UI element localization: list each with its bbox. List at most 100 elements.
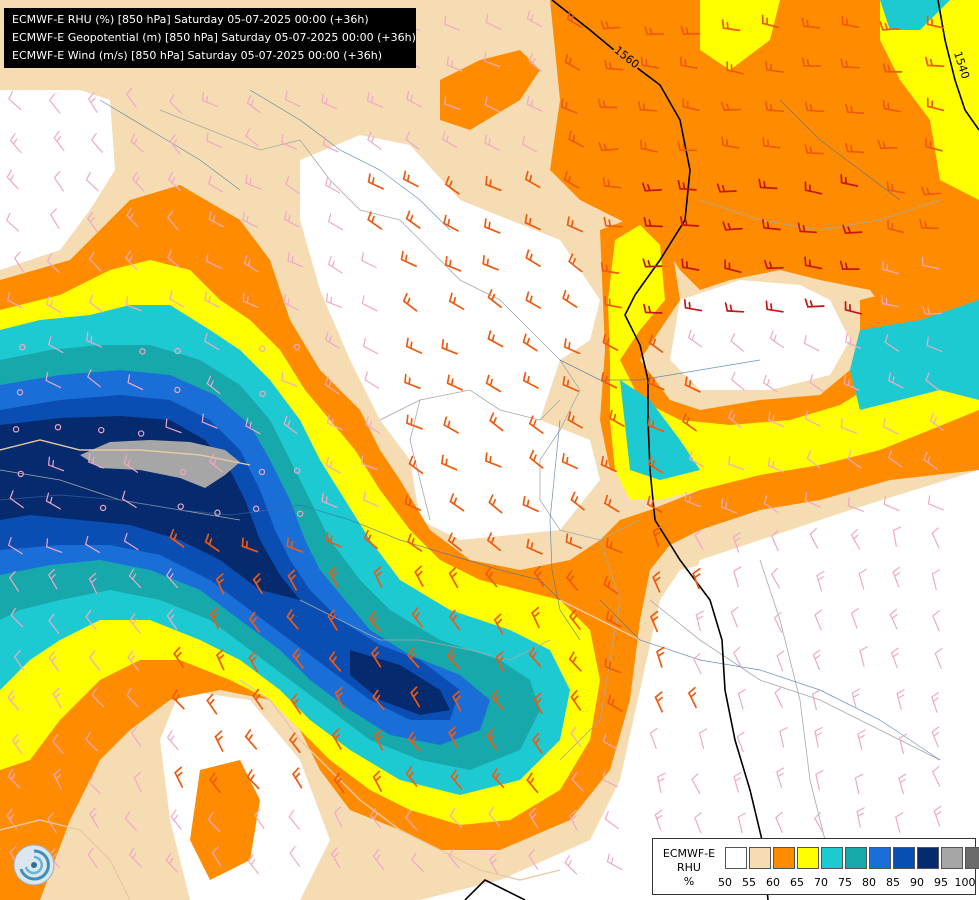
wind-barb: [361, 455, 378, 470]
wind-barb: [680, 25, 701, 35]
coastline: [0, 819, 131, 900]
wind-barb: [733, 646, 742, 668]
wind-barb: [367, 173, 384, 190]
wind-barb: [859, 646, 868, 667]
wind-barb: [362, 337, 379, 355]
legend-swatch: [965, 847, 979, 869]
wind-barb: [737, 688, 746, 710]
wind-barb: [167, 249, 181, 269]
wind-barb: [283, 415, 298, 434]
wind-barb: [84, 535, 100, 553]
wind-barb: [248, 651, 259, 673]
wind-barb: [726, 61, 744, 75]
wind-barb: [449, 808, 463, 828]
wind-barb: [600, 372, 618, 389]
wind-barb: [489, 412, 504, 432]
wind-barb: [10, 607, 24, 628]
wind-barb: [370, 646, 382, 668]
wind-barb: [207, 812, 221, 832]
wind-barb: [485, 374, 502, 393]
wind-barb: [654, 809, 663, 831]
wind-barb: [531, 732, 543, 754]
wind-barb-calm: [258, 345, 266, 353]
country-border: [759, 559, 831, 861]
wind-barb: [281, 372, 298, 387]
wind-barb: [405, 766, 418, 787]
legend-model: ECMWF-E: [662, 847, 716, 860]
wind-barb: [600, 20, 621, 30]
wind-barb: [898, 773, 907, 795]
wind-barb: [442, 131, 458, 148]
wind-barb: [736, 731, 745, 753]
river: [599, 599, 941, 761]
wind-barb: [526, 10, 542, 28]
wind-barb: [254, 808, 265, 829]
wind-barb: [402, 170, 419, 188]
wind-barb: [201, 91, 218, 107]
wind-barb: [845, 142, 865, 154]
wind-barb: [129, 613, 141, 634]
title-rhu: ECMWF-E RHU (%) [850 hPa] Saturday 05-07…: [12, 13, 369, 26]
wind-barb: [809, 374, 824, 392]
wind-barb: [566, 10, 583, 29]
wind-barb: [607, 694, 623, 713]
wind-barb: [245, 174, 262, 190]
wind-barb: [606, 853, 623, 870]
wind-barb: [691, 773, 701, 794]
wind-barb: [127, 650, 139, 671]
wind-barb: [684, 376, 701, 393]
wind-barb: [165, 568, 178, 588]
rhu-65-area-east: [608, 225, 979, 500]
legend-swatch: [893, 847, 915, 869]
wind-barb: [444, 95, 461, 110]
wind-barb: [324, 331, 340, 349]
wind-barb: [797, 222, 817, 234]
wind-barb: [322, 136, 339, 153]
wind-barb: [440, 454, 458, 471]
wind-barb: [724, 302, 745, 313]
wind-barb: [561, 453, 579, 470]
wind-barb: [522, 495, 539, 513]
wind-barb: [447, 532, 463, 552]
legend-swatch: [725, 847, 747, 869]
wind-barb: [720, 101, 742, 111]
wind-barb: [600, 455, 617, 473]
wind-barb: [452, 690, 462, 712]
wind-barb: [533, 692, 543, 715]
wind-barb: [522, 333, 538, 352]
legend-tick-label: 85: [886, 876, 900, 889]
wind-barb: [525, 291, 542, 309]
legend-tick-label: 95: [934, 876, 948, 889]
wind-barb: [87, 847, 98, 869]
wind-barb: [889, 608, 898, 630]
wind-barb: [694, 529, 704, 550]
wind-barb: [565, 570, 579, 591]
wind-barb: [643, 303, 663, 314]
wind-barb: [730, 371, 745, 391]
wind-barb: [608, 409, 625, 427]
wind-barb: [882, 260, 900, 274]
wind-barb: [405, 810, 418, 831]
legend: ECMWF-E RHU % 50 55 60 65 70 75 80 85 90 95 100: [652, 838, 979, 895]
wind-barb: [411, 852, 424, 872]
wind-barb: [245, 128, 260, 147]
wind-barb: [48, 93, 61, 114]
wind-barb: [52, 734, 64, 755]
wind-barb: [679, 216, 700, 227]
wind-barb: [211, 846, 222, 867]
wind-barb: [364, 371, 380, 389]
wind-barb: [882, 418, 899, 435]
wind-barb-calm: [137, 430, 145, 437]
wind-barb: [813, 812, 824, 833]
wind-barb: [922, 306, 942, 315]
wind-barb: [646, 495, 663, 513]
wind-barb: [681, 258, 700, 271]
wind-barb: [839, 260, 860, 270]
wind-barb: [448, 726, 458, 748]
wind-barb: [816, 570, 825, 592]
wind-barb: [804, 492, 821, 508]
legend-swatch: [749, 847, 771, 869]
wind-barb: [214, 730, 224, 752]
legend-tick-label: 55: [742, 876, 756, 889]
wind-barb: [85, 731, 98, 752]
